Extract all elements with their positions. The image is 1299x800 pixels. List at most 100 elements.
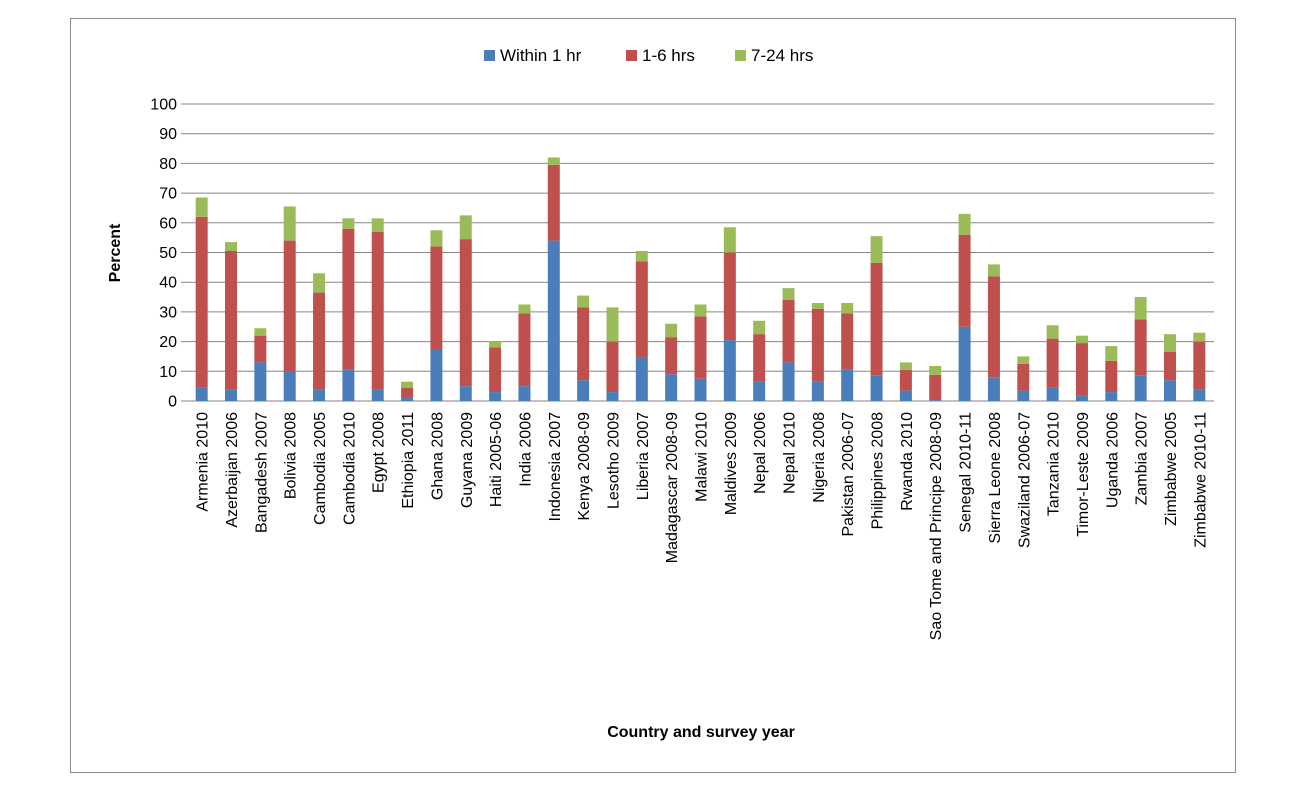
bar-segment <box>987 377 1000 401</box>
y-tick-label: 0 <box>168 394 177 411</box>
bar-segment <box>1134 319 1147 376</box>
x-tick-label: Malawi 2010 <box>694 412 711 502</box>
legend-swatch <box>626 50 637 61</box>
bar-segment <box>694 378 707 401</box>
x-tick-label: Uganda 2006 <box>1104 412 1121 508</box>
bar-segment <box>489 341 502 348</box>
x-tick-label: Egypt 2008 <box>371 412 388 493</box>
x-tick-label: Cambodia 2010 <box>341 412 358 525</box>
bar-segment <box>811 381 824 401</box>
bar-segment <box>753 381 766 401</box>
bar-segment <box>401 387 414 399</box>
legend-label: 1-6 hrs <box>642 46 695 65</box>
bar-segment <box>1075 343 1088 396</box>
bar-segment <box>899 362 912 370</box>
x-tick-label: Philippines 2008 <box>870 412 887 530</box>
x-tick-label: Nigeria 2008 <box>811 412 828 503</box>
x-tick-label: Nepal 2010 <box>782 412 799 494</box>
bar-segment <box>606 307 619 342</box>
bar-segment <box>577 307 590 381</box>
bar-segment <box>811 308 824 382</box>
bar-segment <box>929 365 942 375</box>
x-tick-label: Rwanda 2010 <box>899 412 916 511</box>
bar-segment <box>665 374 678 401</box>
bar-segment <box>371 218 384 232</box>
bar-segment <box>313 389 326 401</box>
y-tick-label: 100 <box>150 97 177 114</box>
bar-segment <box>1046 325 1059 339</box>
bar-segment <box>635 251 648 262</box>
x-tick-label: Ghana 2008 <box>429 412 446 500</box>
bar-segment <box>430 349 443 401</box>
bar-segment <box>811 302 824 309</box>
bar-segment <box>254 335 267 363</box>
bar-segment <box>283 240 296 372</box>
bar-segment <box>1017 363 1030 391</box>
bar-segment <box>283 206 296 241</box>
bar-segment <box>723 227 736 253</box>
bar-segment <box>342 228 355 370</box>
bar-segment <box>547 240 560 401</box>
x-tick-label: Timor-Leste 2009 <box>1075 412 1092 537</box>
y-tick-label: 10 <box>159 364 177 381</box>
bar-segment <box>958 234 971 327</box>
bar-segment <box>1163 380 1176 401</box>
y-tick-label: 40 <box>159 275 177 292</box>
bar-segment <box>870 375 883 401</box>
y-tick-labels: 0 10 20 30 40 50 60 70 80 90 100 <box>150 97 177 411</box>
bar-segment <box>195 197 208 217</box>
x-tick-label: Azerbaijan 2006 <box>224 412 241 528</box>
bar-segment <box>1075 335 1088 344</box>
bar-segment <box>195 216 208 388</box>
x-tick-label: Sierra Leone 2008 <box>987 412 1004 544</box>
bar-segment <box>430 230 443 247</box>
bar-segment <box>547 164 560 241</box>
x-tick-label: Maldives 2009 <box>723 412 740 515</box>
bar-segment <box>753 320 766 335</box>
x-tick-label: Sao Tome and Principe 2008-09 <box>928 412 945 640</box>
bar-segment <box>694 304 707 317</box>
bar-segment <box>782 288 795 301</box>
bar-segment <box>518 313 531 387</box>
bar-segment <box>606 392 619 401</box>
y-tick-label: 20 <box>159 334 177 351</box>
x-tick-label: Indonesia 2007 <box>547 412 564 522</box>
bar-segment <box>1105 392 1118 401</box>
bar-segment <box>283 371 296 401</box>
bar-segment <box>841 369 854 401</box>
x-tick-label: Zimbabwe 2005 <box>1163 412 1180 526</box>
y-tick-label: 80 <box>159 156 177 173</box>
bar-segment <box>254 328 267 336</box>
bar-segment <box>342 369 355 401</box>
x-axis-title: Country and survey year <box>607 724 795 741</box>
x-tick-label: Pakistan 2006-07 <box>840 412 857 537</box>
bar-segment <box>694 316 707 379</box>
bar-segment <box>606 341 619 393</box>
bar-segment <box>518 386 531 401</box>
x-tick-label: Armenia 2010 <box>195 412 212 512</box>
legend-label: 7-24 hrs <box>751 46 813 65</box>
bar-segment <box>1046 387 1059 401</box>
x-tick-label: Zimbabwe 2010-11 <box>1192 412 1209 548</box>
legend-label: Within 1 hr <box>500 46 582 65</box>
x-tick-label: Kenya 2008-09 <box>576 412 593 521</box>
bars <box>195 157 1206 401</box>
bar-segment <box>459 386 472 401</box>
x-tick-label: Tanzania 2010 <box>1046 412 1063 516</box>
bar-segment <box>665 323 678 338</box>
bar-segment <box>313 273 326 293</box>
bar-segment <box>371 231 384 390</box>
bar-segment <box>1193 341 1206 390</box>
x-tick-label: Guyana 2009 <box>459 412 476 508</box>
y-tick-label: 30 <box>159 304 177 321</box>
bar-segment <box>1075 395 1088 401</box>
bar-segment <box>577 380 590 401</box>
bar-segment <box>635 357 648 401</box>
bar-segment <box>254 362 267 401</box>
bar-segment <box>987 276 1000 378</box>
bar-segment <box>371 389 384 401</box>
x-tick-label: Swaziland 2006-07 <box>1016 412 1033 548</box>
bar-segment <box>489 347 502 393</box>
bar-segment <box>1105 346 1118 361</box>
